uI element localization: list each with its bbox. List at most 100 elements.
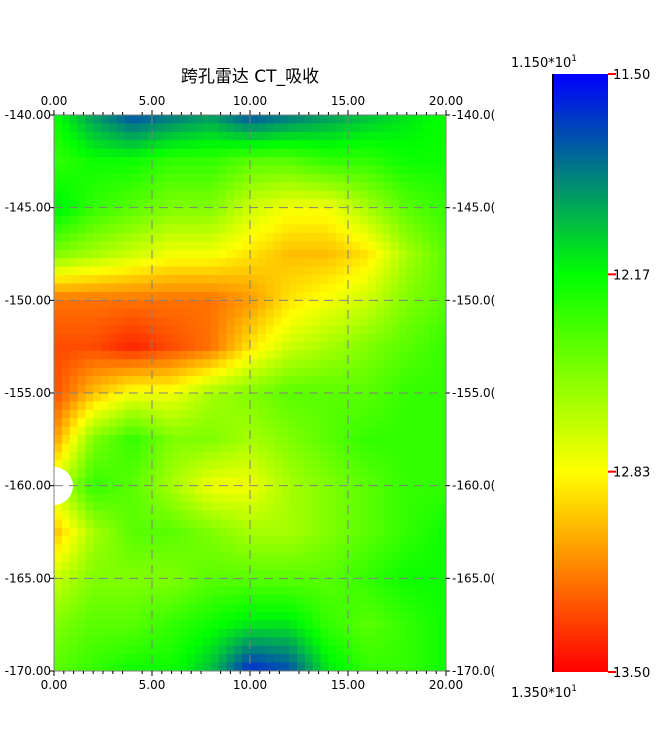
- heatmap-cell: [438, 182, 446, 192]
- heatmap-cell: [202, 165, 212, 175]
- heatmap-cell: [171, 443, 181, 453]
- heatmap-cell: [297, 561, 306, 571]
- heatmap-cell: [265, 266, 275, 276]
- heatmap-cell: [438, 536, 446, 546]
- heatmap-cell: [218, 409, 228, 419]
- heatmap-cell: [398, 199, 408, 209]
- heatmap-cell: [304, 173, 314, 183]
- heatmap-cell: [351, 325, 361, 335]
- heatmap-cell: [297, 603, 306, 613]
- heatmap-cell: [383, 317, 392, 327]
- heatmap-cell: [61, 637, 71, 647]
- heatmap-cell: [163, 334, 173, 344]
- heatmap-cell: [54, 131, 63, 141]
- heatmap-cell: [257, 325, 267, 335]
- heatmap-cell: [336, 207, 345, 217]
- heatmap-cell: [69, 266, 79, 276]
- heatmap-cell: [257, 612, 267, 622]
- heatmap-cell: [406, 317, 416, 327]
- heatmap-cell: [187, 451, 196, 461]
- heatmap-cell: [257, 435, 267, 445]
- heatmap-cell: [297, 654, 306, 664]
- heatmap-cell: [116, 586, 126, 596]
- heatmap-cell: [304, 334, 314, 344]
- heatmap-cell: [218, 477, 228, 487]
- heatmap-cell: [328, 595, 337, 605]
- heatmap-cell: [273, 249, 282, 259]
- heatmap-cell: [438, 620, 446, 630]
- heatmap-cell: [265, 148, 275, 158]
- heatmap-cell: [273, 308, 282, 318]
- heatmap-cell: [406, 401, 416, 411]
- heatmap-cell: [430, 409, 439, 419]
- heatmap-cell: [359, 325, 369, 335]
- heatmap-cell: [297, 443, 306, 453]
- heatmap-cell: [273, 275, 282, 285]
- heatmap-cell: [210, 165, 220, 175]
- heatmap-cell: [265, 645, 275, 655]
- heatmap-cell: [430, 165, 439, 175]
- heatmap-cell: [218, 384, 228, 394]
- heatmap-cell: [77, 553, 86, 563]
- heatmap-cell: [265, 460, 275, 470]
- heatmap-cell: [359, 654, 369, 664]
- heatmap-cell: [132, 350, 141, 360]
- heatmap-cell: [422, 115, 431, 125]
- heatmap-cell: [202, 334, 212, 344]
- heatmap-cell: [140, 468, 149, 478]
- heatmap-cell: [61, 359, 71, 369]
- heatmap-cell: [124, 350, 133, 360]
- heatmap-cell: [218, 443, 228, 453]
- heatmap-cell: [265, 300, 275, 310]
- heatmap-cell: [257, 334, 267, 344]
- heatmap-cell: [383, 275, 392, 285]
- heatmap-cell: [61, 612, 71, 622]
- heatmap-cell: [406, 334, 416, 344]
- heatmap-cell: [171, 502, 181, 512]
- heatmap-cell: [108, 645, 118, 655]
- heatmap-cell: [69, 123, 79, 133]
- heatmap-cell: [422, 199, 431, 209]
- heatmap-cell: [281, 451, 290, 461]
- heatmap-cell: [195, 586, 204, 596]
- heatmap-cell: [234, 409, 243, 419]
- heatmap-cell: [304, 612, 314, 622]
- heatmap-cell: [351, 536, 361, 546]
- heatmap-cell: [69, 249, 79, 259]
- heatmap-cell: [171, 334, 181, 344]
- heatmap-cell: [61, 553, 71, 563]
- heatmap-cell: [257, 569, 267, 579]
- heatmap-cell: [155, 266, 165, 276]
- heatmap-cell: [163, 190, 173, 200]
- heatmap-cell: [124, 477, 133, 487]
- heatmap-cell: [328, 451, 337, 461]
- heatmap-cell: [195, 165, 204, 175]
- heatmap-cell: [359, 578, 369, 588]
- heatmap-cell: [61, 451, 71, 461]
- heatmap-cell: [336, 595, 345, 605]
- heatmap-cell: [69, 451, 79, 461]
- heatmap-cell: [304, 460, 314, 470]
- heatmap-cell: [422, 628, 431, 638]
- heatmap-cell: [132, 418, 141, 428]
- heatmap-cell: [328, 460, 337, 470]
- heatmap-cell: [93, 350, 102, 360]
- heatmap-cell: [140, 586, 149, 596]
- heatmap-cell: [250, 451, 259, 461]
- heatmap-cell: [54, 148, 63, 158]
- heatmap-cell: [438, 308, 446, 318]
- heatmap-cell: [179, 662, 188, 671]
- heatmap-cell: [54, 376, 63, 386]
- heatmap-cell: [234, 182, 243, 192]
- heatmap-cell: [398, 249, 408, 259]
- heatmap-cell: [210, 131, 220, 141]
- heatmap-cell: [320, 384, 329, 394]
- heatmap-cell: [414, 140, 424, 150]
- heatmap-cell: [171, 569, 181, 579]
- heatmap-cell: [54, 561, 63, 571]
- heatmap-cell: [93, 308, 102, 318]
- heatmap-cell: [218, 232, 228, 242]
- heatmap-cell: [195, 367, 204, 377]
- heatmap-cell: [257, 544, 267, 554]
